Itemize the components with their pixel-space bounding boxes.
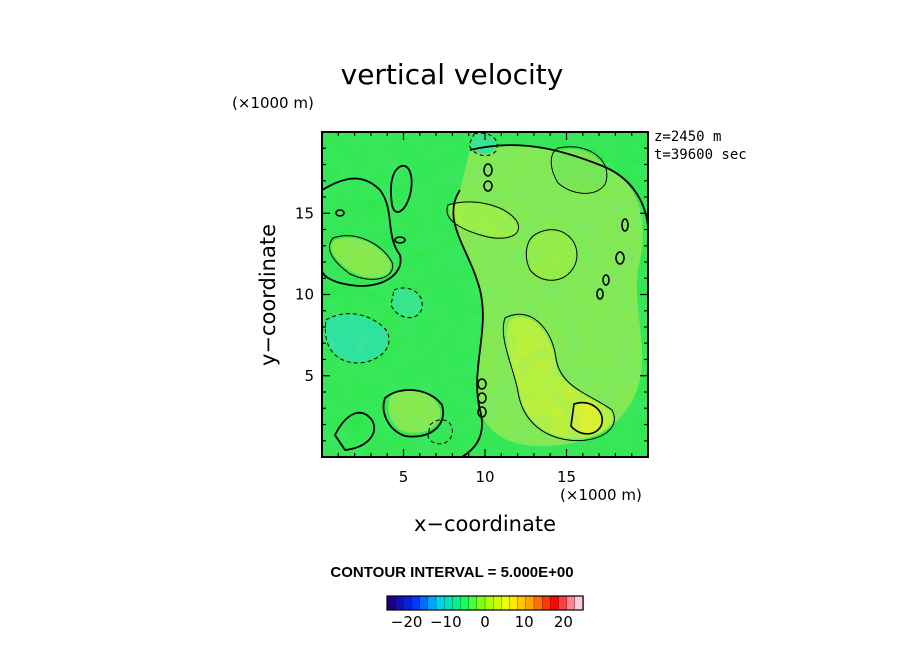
axis-ticks: 5 10 15 5 10 15	[295, 132, 648, 486]
y-axis-scale-label: (×1000 m)	[232, 94, 314, 112]
contour-zero-bottom	[382, 389, 445, 438]
contour-five-mid	[525, 229, 578, 281]
colorbar-tick-label: −10	[430, 613, 462, 631]
colorbar-segment	[574, 595, 584, 611]
colorbar-segment	[558, 595, 568, 611]
colorbar-segment	[419, 595, 429, 611]
contour-five-upper	[446, 201, 519, 239]
x-tick-label: 10	[475, 468, 494, 486]
colorbar-segment	[411, 595, 421, 611]
height-annotation: z=2450 m	[654, 129, 722, 145]
chart-title: vertical velocity	[340, 58, 564, 91]
colorbar-segment	[542, 595, 551, 611]
contour-zero-bottom-left	[333, 411, 375, 451]
colorbar-segment	[484, 595, 494, 611]
y-tick-label: 10	[295, 286, 314, 304]
colorbar-frame	[386, 595, 584, 611]
colorbar-segment	[427, 595, 437, 611]
contour-ten	[570, 401, 604, 435]
colorbar-segment	[468, 595, 478, 611]
colorbar-segment	[493, 595, 502, 611]
x-axis-scale-label: (×1000 m)	[560, 486, 642, 504]
contour-lines	[322, 132, 648, 457]
colorbar-tick-label: 0	[480, 613, 490, 631]
contour-zero-left	[322, 177, 402, 287]
colorbar-tick-label: −20	[391, 613, 423, 631]
contour-negative-1	[324, 313, 390, 364]
contour-five-left	[328, 235, 394, 280]
colorbar-segment	[525, 595, 535, 611]
contour-negative-2	[390, 287, 423, 319]
colorbar-segment	[460, 595, 470, 611]
colorbar-segment	[435, 595, 445, 611]
contour-negative-4	[427, 419, 453, 445]
contour-interval-label: CONTOUR INTERVAL = 5.000E+00	[330, 564, 574, 581]
colorbar-segment	[386, 595, 396, 611]
colorbar-segment	[444, 595, 453, 611]
contour-small-cells	[335, 163, 629, 418]
contour-negative-3	[468, 132, 498, 157]
colorbar-segment	[517, 595, 527, 611]
colorbar-segment	[533, 595, 543, 611]
heatmap-field	[322, 132, 648, 457]
colorbar-segment	[509, 595, 519, 611]
colorbar: −20 −10 0 10 20	[386, 595, 584, 631]
x-tick-label: 15	[557, 468, 576, 486]
colorbar-tick-label: 10	[515, 613, 534, 631]
colorbar-segment	[476, 595, 486, 611]
colorbar-segment	[403, 595, 413, 611]
colorbar-segment	[566, 595, 576, 611]
time-annotation: t=39600 sec	[654, 147, 747, 163]
contour-zero-main	[452, 144, 648, 457]
colorbar-segment	[395, 595, 404, 611]
y-tick-label: 5	[304, 367, 314, 385]
colorbar-segment	[550, 595, 560, 611]
x-tick-label: 5	[399, 468, 409, 486]
colorbar-segment	[501, 595, 511, 611]
colorbar-segment	[452, 595, 462, 611]
y-tick-label: 15	[295, 204, 314, 222]
contour-five-main	[502, 313, 615, 442]
contour-zero-upper	[390, 165, 413, 213]
contour-five-right	[550, 146, 608, 194]
x-axis-label: x−coordinate	[413, 512, 557, 536]
colorbar-tick-label: 20	[554, 613, 573, 631]
